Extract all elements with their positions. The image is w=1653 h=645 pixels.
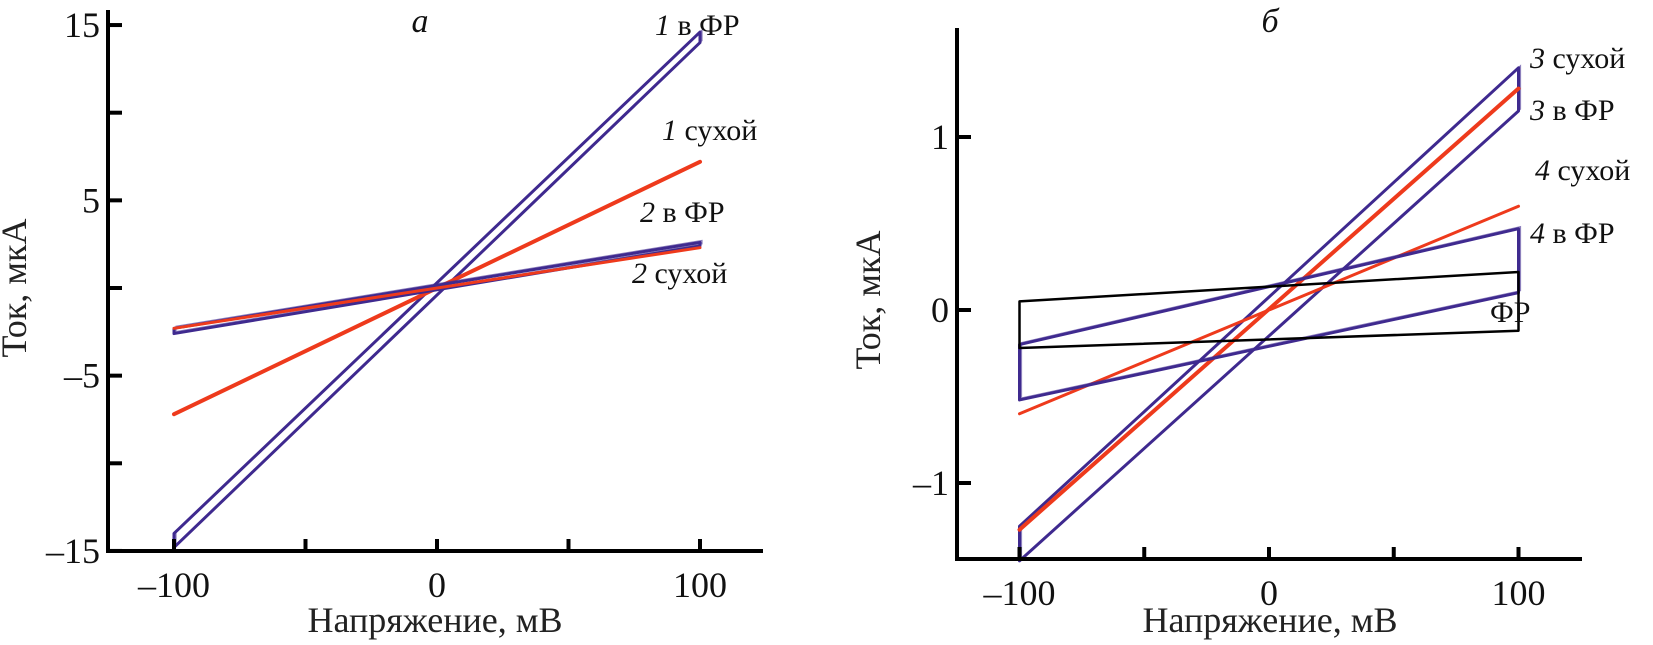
x-tick-label: –100 — [983, 573, 1056, 613]
series-label-text: ФР — [1490, 296, 1530, 329]
panel-a-x-axis-title: Напряжение, мВ — [307, 600, 562, 640]
y-tick-label: –15 — [45, 531, 100, 571]
series-label-text: в ФР — [1545, 217, 1615, 250]
series-4-в-ФР-trace — [1020, 225, 1522, 399]
series-3-сухой — [1018, 66, 1520, 563]
y-tick-label: –1 — [912, 463, 949, 503]
panel-a: а –100 0 100 –15 –5 5 15 Напряжение, мВ Ток, м… — [0, 3, 763, 640]
series-label-text: сухой — [1545, 42, 1625, 75]
panel-b-label: б — [1261, 3, 1280, 40]
x-tick-label: 0 — [1260, 573, 1278, 613]
x-tick-label: 100 — [1492, 573, 1546, 613]
series-label: 1 в ФР — [655, 9, 740, 42]
panel-b: б –100 0 100 –1 0 1 Напряжение, мВ Ток, мкА 3… — [848, 3, 1630, 640]
x-tick-label: 100 — [673, 565, 727, 605]
series-label: ФР — [1490, 296, 1530, 329]
series-3-сухой-trace — [1020, 64, 1522, 561]
series-4-в-ФР — [1018, 227, 1520, 402]
series-label: 3 в ФР — [1529, 94, 1615, 127]
series-label-text: сухой — [677, 114, 757, 147]
series-label-number: 2 — [640, 196, 655, 229]
series-label-number: 1 — [655, 9, 670, 42]
panel-b-curves — [1017, 64, 1522, 563]
y-tick-label: 0 — [931, 290, 949, 330]
series-label-number: 4 — [1535, 154, 1550, 187]
y-tick-label: 1 — [931, 117, 949, 157]
y-tick-label: –5 — [63, 356, 100, 396]
panel-b-y-axis-title: Ток, мкА — [848, 230, 888, 369]
panel-b-x-axis-title: Напряжение, мВ — [1142, 600, 1397, 640]
series-label-text: сухой — [647, 257, 727, 290]
series-label-text: в ФР — [1545, 94, 1615, 127]
y-tick-label: 5 — [82, 180, 100, 220]
series-label: 3 сухой — [1529, 42, 1625, 75]
series-label-number: 3 — [1529, 94, 1545, 127]
series-label-text: в ФР — [670, 9, 740, 42]
x-tick-label: –100 — [137, 565, 210, 605]
series-label: 2 сухой — [632, 257, 727, 290]
series-2-сухой — [172, 246, 702, 330]
series-label-text: сухой — [1550, 154, 1630, 187]
x-tick-label: 0 — [428, 565, 446, 605]
series-label: 2 в ФР — [640, 196, 725, 229]
series-label: 4 сухой — [1535, 154, 1630, 187]
panel-a-curves — [172, 28, 703, 549]
panel-a-y-axis-title: Ток, мкА — [0, 218, 34, 357]
series-label-number: 3 — [1529, 42, 1545, 75]
y-tick-label: 15 — [64, 5, 100, 45]
series-4-сухой — [1018, 204, 1520, 416]
series-ФР — [1018, 270, 1520, 350]
series-label-number: 2 — [632, 257, 647, 290]
panel-a-label: а — [412, 3, 429, 40]
panel-a-ticks: –100 0 100 –15 –5 5 15 — [45, 5, 727, 605]
panel-b-ticks: –100 0 100 –1 0 1 — [912, 117, 1546, 613]
series-1-в-ФР-trace — [175, 28, 703, 547]
series-label: 1 сухой — [662, 114, 757, 147]
series-label: 4 в ФР — [1530, 217, 1615, 250]
series-label-text: в ФР — [655, 196, 725, 229]
series-label-number: 4 — [1530, 217, 1545, 250]
series-label-number: 1 — [662, 114, 677, 147]
